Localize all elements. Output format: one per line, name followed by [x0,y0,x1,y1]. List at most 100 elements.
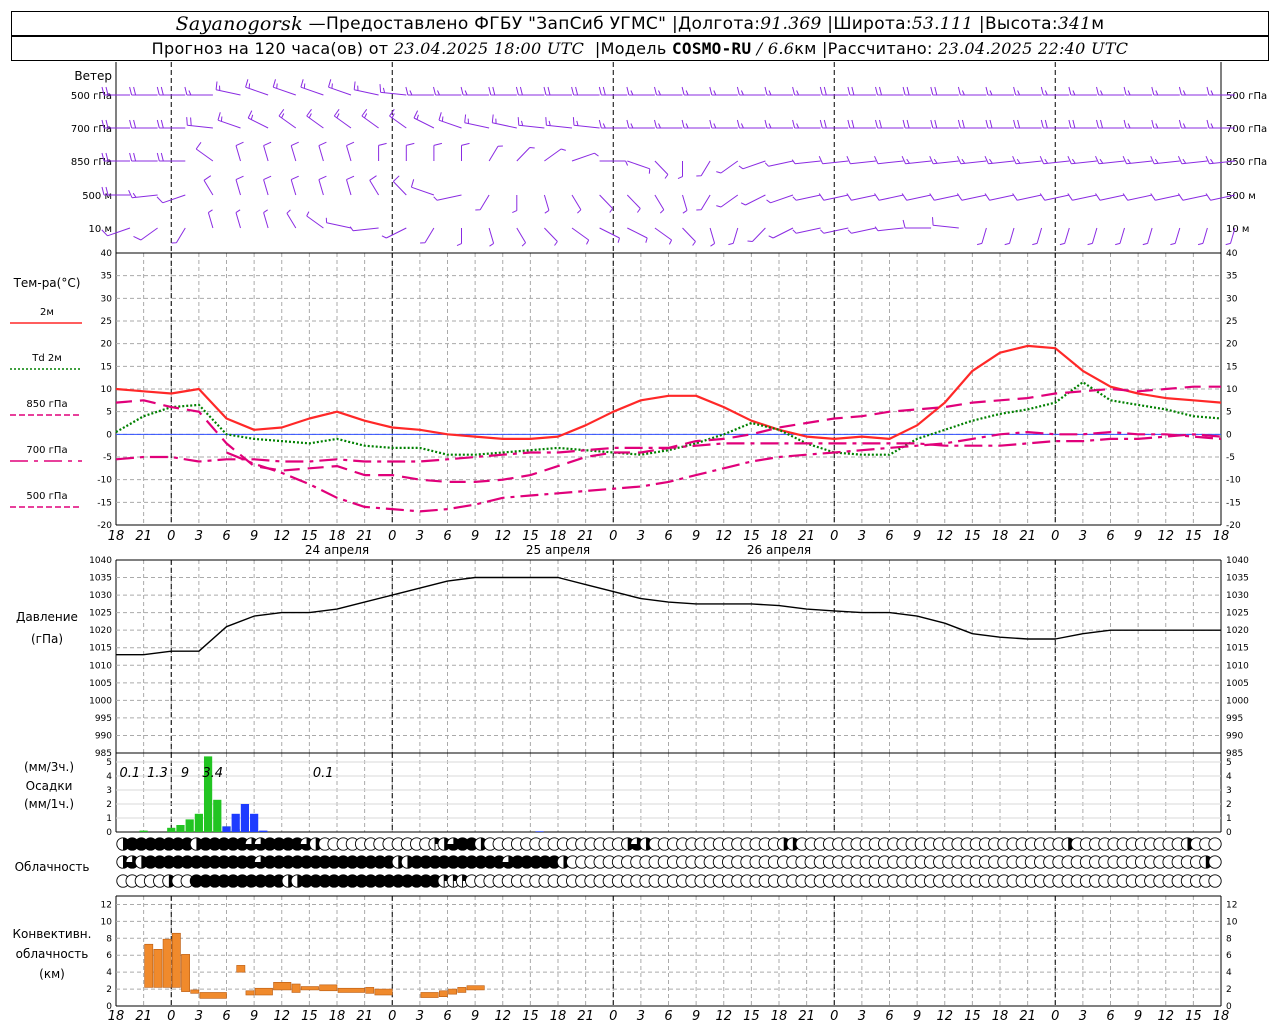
hour-tick-label-bottom: 0 [609,1009,617,1024]
alt-label: Высота: [984,13,1058,34]
cloud-fill [382,855,396,869]
wind-barb [263,209,269,229]
hour-tick-label: 18 [329,529,346,544]
conv-title-1: Конвективн. [13,927,92,941]
pres-tick-label: 1020 [89,626,112,636]
hour-tick-label-bottom: 15 [743,1009,760,1024]
convective-bar [448,988,458,995]
wind-barb [410,179,435,196]
hour-tick-label-bottom: 21 [356,1009,373,1024]
wind-barb [1178,119,1208,129]
wind-barb [438,112,462,129]
wind-barb [517,117,545,129]
cloud-fill [190,874,203,888]
provider: Предоставлено ФГБУ "ЗапСиб УГМС" [325,13,667,34]
wind-barb [847,227,877,234]
cloud-fill [171,837,185,851]
hour-tick-label: 0 [830,529,838,544]
pres-tick-label: 1040 [89,556,112,566]
hour-tick-label: 3 [858,529,866,544]
temp-tick-label-right: 0 [1226,430,1232,440]
temp-tick-label-right: -20 [1226,521,1241,531]
lon-value: 91.369 [760,13,822,34]
wind-barb [203,175,214,196]
cloud-fill [364,874,377,888]
wind-barb [1040,86,1070,96]
temp-tick-label: -10 [97,476,112,486]
cloud-fill [272,837,286,851]
precip-total-label: 0.1 [313,766,334,781]
prec-tick-label-right: 1 [1226,814,1232,824]
cloud-fill [474,855,488,869]
convective-bar [245,990,255,996]
wind-barb [626,119,655,129]
prec-unit-3h: (мм/3ч.) [24,760,74,774]
cloud-fill [199,855,212,869]
cloud-fill [226,837,240,851]
day-label: 26 апреля [747,543,811,557]
hour-tick-label-bottom: 9 [250,1009,258,1024]
hour-tick-label-bottom: 9 [1134,1009,1142,1024]
wind-barb [306,109,324,129]
wind-barb [515,86,545,96]
cloud-fill [456,855,469,869]
legend-label: 500 гПа [26,491,67,502]
wind-barb [696,160,711,177]
wind-barb [792,194,821,201]
hour-tick-label: 18 [1213,529,1230,544]
cloud-fill [291,855,304,869]
hour-tick-label: 9 [913,529,921,544]
hour-tick-label-bottom: 21 [577,1009,594,1024]
conv-tick-label-right: 10 [1226,917,1238,927]
wind-level-label-right: 10 м [1226,224,1249,235]
wind-barb [361,109,379,129]
wind-barb [1177,155,1208,165]
wind-barb [957,86,987,96]
wind-barb [353,81,379,96]
pres-tick-label-right: 1000 [1226,696,1249,706]
hour-tick-label: 18 [992,529,1009,544]
wind-barb [272,79,296,96]
wind-barb [318,141,327,162]
wind-barb [875,86,904,96]
model-res-unit: км [794,39,817,58]
station-name: Sayanogorsk [175,12,303,35]
temp-tick-label: 0 [106,430,112,440]
wind-barb [215,81,241,96]
prec-tick-label-right: 5 [1226,758,1232,768]
wind-barb [766,194,794,204]
cloud-fill [254,855,267,869]
hour-tick-label-bottom: 0 [1051,1009,1059,1024]
wind-barb [902,119,932,129]
wind-barb [571,152,599,162]
wind-barb [405,86,434,96]
cloud-fill [483,855,497,869]
wind-barb [677,161,683,180]
precip-bar [194,813,203,832]
cloud-fill [226,874,240,888]
wind-barb [369,175,380,196]
wind-barb [875,119,904,129]
cloud-fill [254,874,267,888]
prec-unit-1h: (мм/1ч.) [24,797,74,811]
hour-tick-label: 6 [1106,529,1114,544]
convective-bar [291,983,301,993]
pres-title: Давление [16,610,78,624]
wind-barb [738,160,766,170]
wind-barb [571,227,590,245]
wind-barb [709,119,738,129]
convective-bar [457,987,467,993]
wind-barb [405,142,415,161]
temp-tick-label-right: -15 [1226,498,1241,508]
cloud-fill [217,855,231,869]
wind-barb [129,86,158,96]
pres-tick-label-right: 995 [1226,714,1243,724]
wind-barb [1225,227,1236,246]
temp-series-500-line [226,431,1222,513]
wind-barb [306,211,324,229]
wind-barb [820,227,849,234]
forecast-start: 23.04.2025 18:00 UTC [393,39,585,58]
hour-tick-label-bottom: 6 [664,1009,672,1024]
wind-barb [318,175,327,196]
pres-tick-label: 1015 [89,644,112,654]
